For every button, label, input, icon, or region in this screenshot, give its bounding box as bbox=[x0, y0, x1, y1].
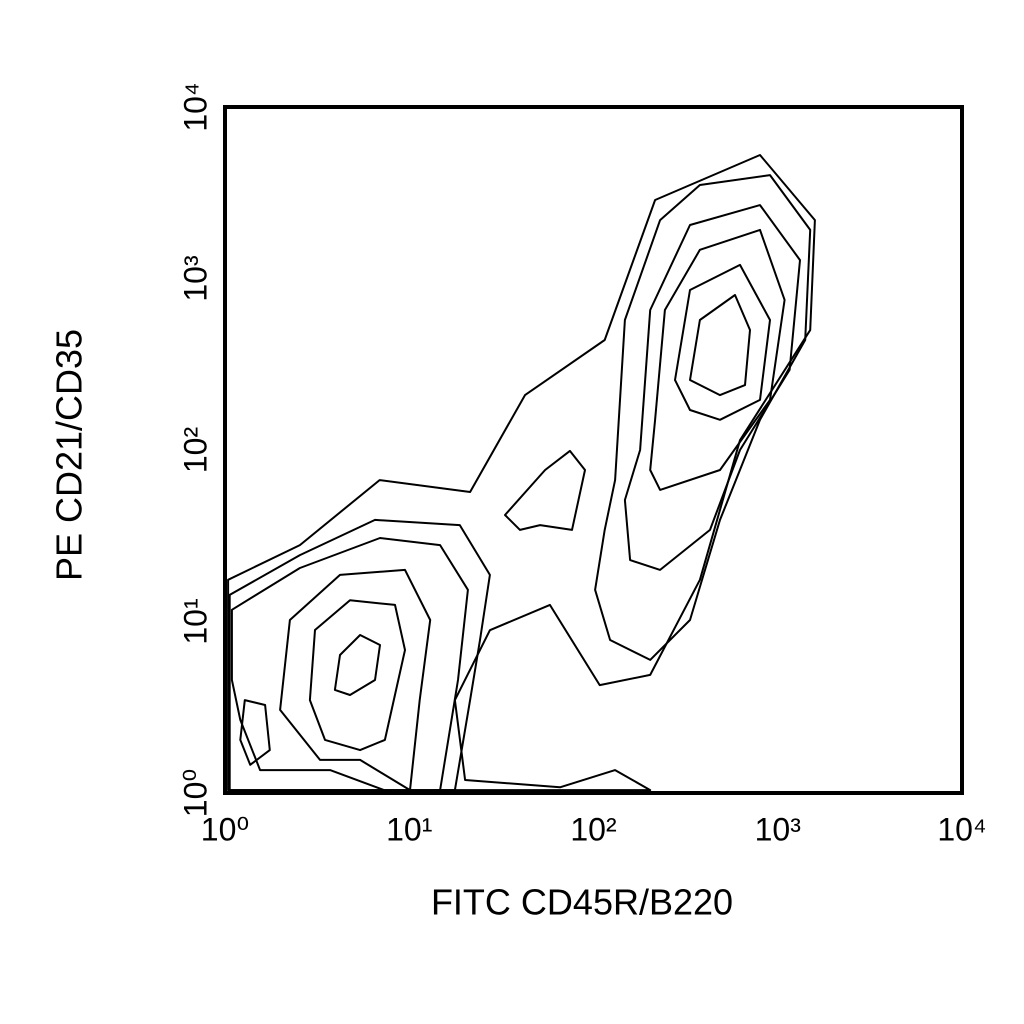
contour-line bbox=[689, 294, 751, 397]
x-tick-label: 10² bbox=[570, 811, 617, 847]
contour-line bbox=[504, 449, 586, 531]
contour-line bbox=[230, 537, 469, 794]
y-tick-label: 10⁰ bbox=[177, 769, 213, 817]
y-tick-label: 10¹ bbox=[177, 598, 213, 644]
contour-line bbox=[227, 154, 816, 792]
contour-line bbox=[594, 174, 812, 661]
y-tick-label: 10² bbox=[177, 427, 213, 474]
contour-line bbox=[239, 699, 271, 766]
x-tick-label: 10⁰ bbox=[201, 811, 249, 847]
plot-frame bbox=[223, 105, 964, 795]
x-tick-label: 10¹ bbox=[386, 811, 432, 847]
contour-line bbox=[674, 263, 771, 421]
x-tick-label: 10³ bbox=[755, 811, 802, 847]
contour-line bbox=[308, 599, 406, 752]
contour-line bbox=[333, 634, 381, 696]
contour-line bbox=[228, 518, 491, 792]
contour-line bbox=[279, 568, 432, 792]
x-tick-label: 10⁴ bbox=[937, 811, 986, 847]
y-axis-label: PE CD21/CD35 bbox=[49, 329, 90, 581]
contour-line bbox=[649, 228, 786, 491]
x-axis-label: FITC CD45R/B220 bbox=[431, 882, 733, 923]
y-tick-label: 10³ bbox=[177, 255, 213, 302]
y-tick-label: 10⁴ bbox=[177, 82, 213, 131]
